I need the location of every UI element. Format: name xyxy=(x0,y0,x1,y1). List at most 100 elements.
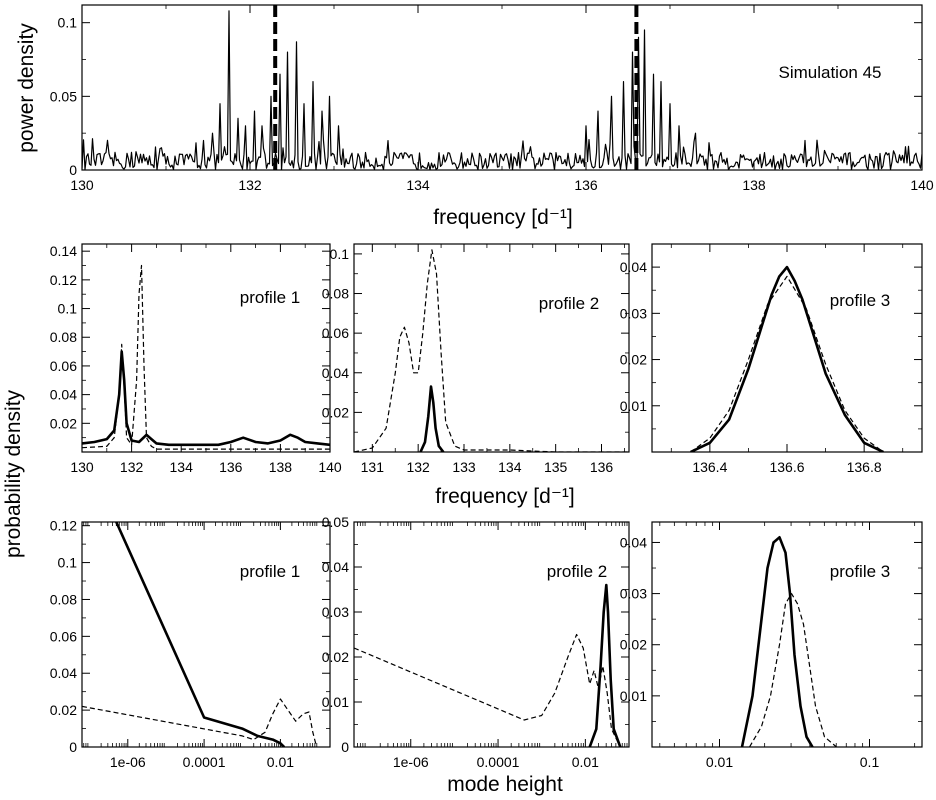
top-xtick-label: 130 xyxy=(70,177,94,193)
freq3-panel-label: profile 3 xyxy=(830,291,890,310)
top-ytick-label: 0.1 xyxy=(58,15,78,31)
freq1-plot-frame xyxy=(81,243,331,453)
height2-ytick-label: 0 xyxy=(341,739,349,755)
height2-ytick-label: 0.01 xyxy=(322,694,349,710)
freq1-series-group xyxy=(82,264,330,450)
freq1-xtick-label: 138 xyxy=(269,459,293,475)
freq1-xtick-label: 140 xyxy=(318,459,342,475)
freq3-ytick-label: 0.01 xyxy=(620,398,647,414)
height3-plot-frame xyxy=(651,521,923,748)
top-panel-label: Simulation 45 xyxy=(778,63,881,82)
freq1-xtick-label: 130 xyxy=(70,459,94,475)
freq1-ytick-label: 0.02 xyxy=(50,415,77,431)
height3-series-solid xyxy=(740,536,814,747)
height1-xtick-label: 0.01 xyxy=(267,754,294,770)
freq3-series-dashed xyxy=(690,275,884,452)
height2-ytick-label: 0.02 xyxy=(322,649,349,665)
middle-xlabel: frequency [d⁻¹] xyxy=(435,485,574,508)
height1-plot-frame xyxy=(81,521,331,748)
height3-series-dashed xyxy=(748,593,837,747)
top-xlabel: frequency [d⁻¹] xyxy=(433,206,572,229)
height2-xtick-label: 0.0001 xyxy=(477,754,520,770)
freq3-xtick-label: 136.6 xyxy=(769,459,804,475)
freq1-panel-label: profile 1 xyxy=(240,288,300,307)
top-xtick-label: 136 xyxy=(574,177,598,193)
height1-panel-label: profile 1 xyxy=(240,562,300,581)
height3-ytick-label: 0.02 xyxy=(620,637,647,653)
freq1-series-solid xyxy=(82,350,330,447)
height1-series-solid xyxy=(115,522,286,747)
top-xtick-label: 132 xyxy=(238,177,262,193)
chart-freq1: 130 132 134 136 138 140 0.02 0.04 0.06 0.08 0.1 0.1… xyxy=(50,243,342,475)
top-xtick-label: 138 xyxy=(742,177,766,193)
height2-xtick-label: 0.01 xyxy=(572,754,599,770)
height2-ytick-label: 0.05 xyxy=(322,514,349,530)
freq3-series-solid xyxy=(690,265,884,452)
chart-freq3: 136.4 136.6 136.8 0.01 0.02 0.03 0.04 profile 3 xyxy=(620,243,923,475)
height2-series-solid xyxy=(588,583,622,747)
freq2-ytick-label: 0.04 xyxy=(322,365,349,381)
height2-plot-frame xyxy=(353,521,630,748)
freq2-xtick-label: 135 xyxy=(544,459,568,475)
chart-freq2: 131 132 133 134 135 136 0.02 0.04 0.06 0.08 0.1 pro… xyxy=(322,243,630,475)
freq3-xtick-label: 136.8 xyxy=(847,459,882,475)
height1-ytick-label: 0 xyxy=(69,739,77,755)
chart-height2: 1e-06 0.0001 0.01 0 0.01 0.02 0.03 0.04 0.05 prof… xyxy=(322,514,630,770)
height3-ytick-label: 0.04 xyxy=(620,534,647,550)
freq2-series-group xyxy=(354,249,629,452)
top-ylabel: power density xyxy=(15,23,38,153)
top-series-group xyxy=(82,10,922,170)
top-ytick-label: 0 xyxy=(69,162,77,178)
height2-series-group xyxy=(354,583,622,747)
bottom-xlabel: mode height xyxy=(447,773,563,796)
freq1-xtick-label: 136 xyxy=(219,459,243,475)
freq3-series-group xyxy=(690,265,884,452)
freq1-series-dashed xyxy=(82,264,330,450)
chart-height1: 1e-06 0.0001 0.01 0 0.02 0.04 0.06 0.08 0.1 0.12 p… xyxy=(50,518,331,770)
height3-xtick-label: 0.01 xyxy=(706,754,733,770)
freq2-xtick-label: 132 xyxy=(406,459,430,475)
height3-ytick-label: 0.01 xyxy=(620,688,647,704)
freq1-ytick-label: 0.04 xyxy=(50,387,77,403)
freq3-xtick-label: 136.4 xyxy=(692,459,727,475)
height1-xtick-label: 0.0001 xyxy=(183,754,226,770)
height1-series-dashed xyxy=(82,698,318,747)
height1-ytick-label: 0.12 xyxy=(50,518,77,534)
freq1-ytick-label: 0.08 xyxy=(50,329,77,345)
height1-ytick-label: 0.04 xyxy=(50,665,77,681)
height3-xtick-label: 0.1 xyxy=(860,754,880,770)
height3-series-group xyxy=(740,536,837,747)
top-xtick-label: 134 xyxy=(406,177,430,193)
freq3-ytick-label: 0.02 xyxy=(620,352,647,368)
freq2-ytick-label: 0.1 xyxy=(330,246,350,262)
top-plot-frame xyxy=(81,4,923,171)
freq1-xtick-label: 134 xyxy=(170,459,194,475)
freq2-ytick-label: 0.08 xyxy=(322,286,349,302)
height1-xtick-label: 1e-06 xyxy=(110,754,146,770)
freq1-ytick-label: 0.06 xyxy=(50,358,77,374)
top-series-power spectrum xyxy=(82,10,922,170)
freq2-panel-label: profile 2 xyxy=(539,294,599,313)
height2-panel-label: profile 2 xyxy=(547,562,607,581)
freq2-xtick-label: 131 xyxy=(361,459,385,475)
top-ytick-label: 0.05 xyxy=(50,88,77,104)
freq1-xtick-label: 132 xyxy=(120,459,144,475)
height1-ytick-label: 0.1 xyxy=(58,555,78,571)
height1-ytick-label: 0.06 xyxy=(50,628,77,644)
freq1-ytick-label: 0.12 xyxy=(50,272,77,288)
height2-ytick-label: 0.04 xyxy=(322,559,349,575)
height2-xtick-label: 1e-06 xyxy=(393,754,429,770)
probability-ylabel: probability density xyxy=(2,389,25,558)
height3-panel-label: profile 3 xyxy=(830,562,890,581)
freq3-ytick-label: 0.03 xyxy=(620,305,647,321)
height2-ytick-label: 0.03 xyxy=(322,604,349,620)
height3-ytick-label: 0.03 xyxy=(620,586,647,602)
freq2-ytick-label: 0.06 xyxy=(322,325,349,341)
freq2-xtick-label: 134 xyxy=(498,459,522,475)
freq2-series-solid xyxy=(419,385,445,452)
freq2-plot-frame xyxy=(353,243,630,453)
freq2-series-dashed xyxy=(354,249,629,452)
freq2-xtick-label: 136 xyxy=(590,459,614,475)
chart-top: 130 132 134 136 138 140 0 0.05 0.1 Simulation 45 xyxy=(50,4,934,193)
